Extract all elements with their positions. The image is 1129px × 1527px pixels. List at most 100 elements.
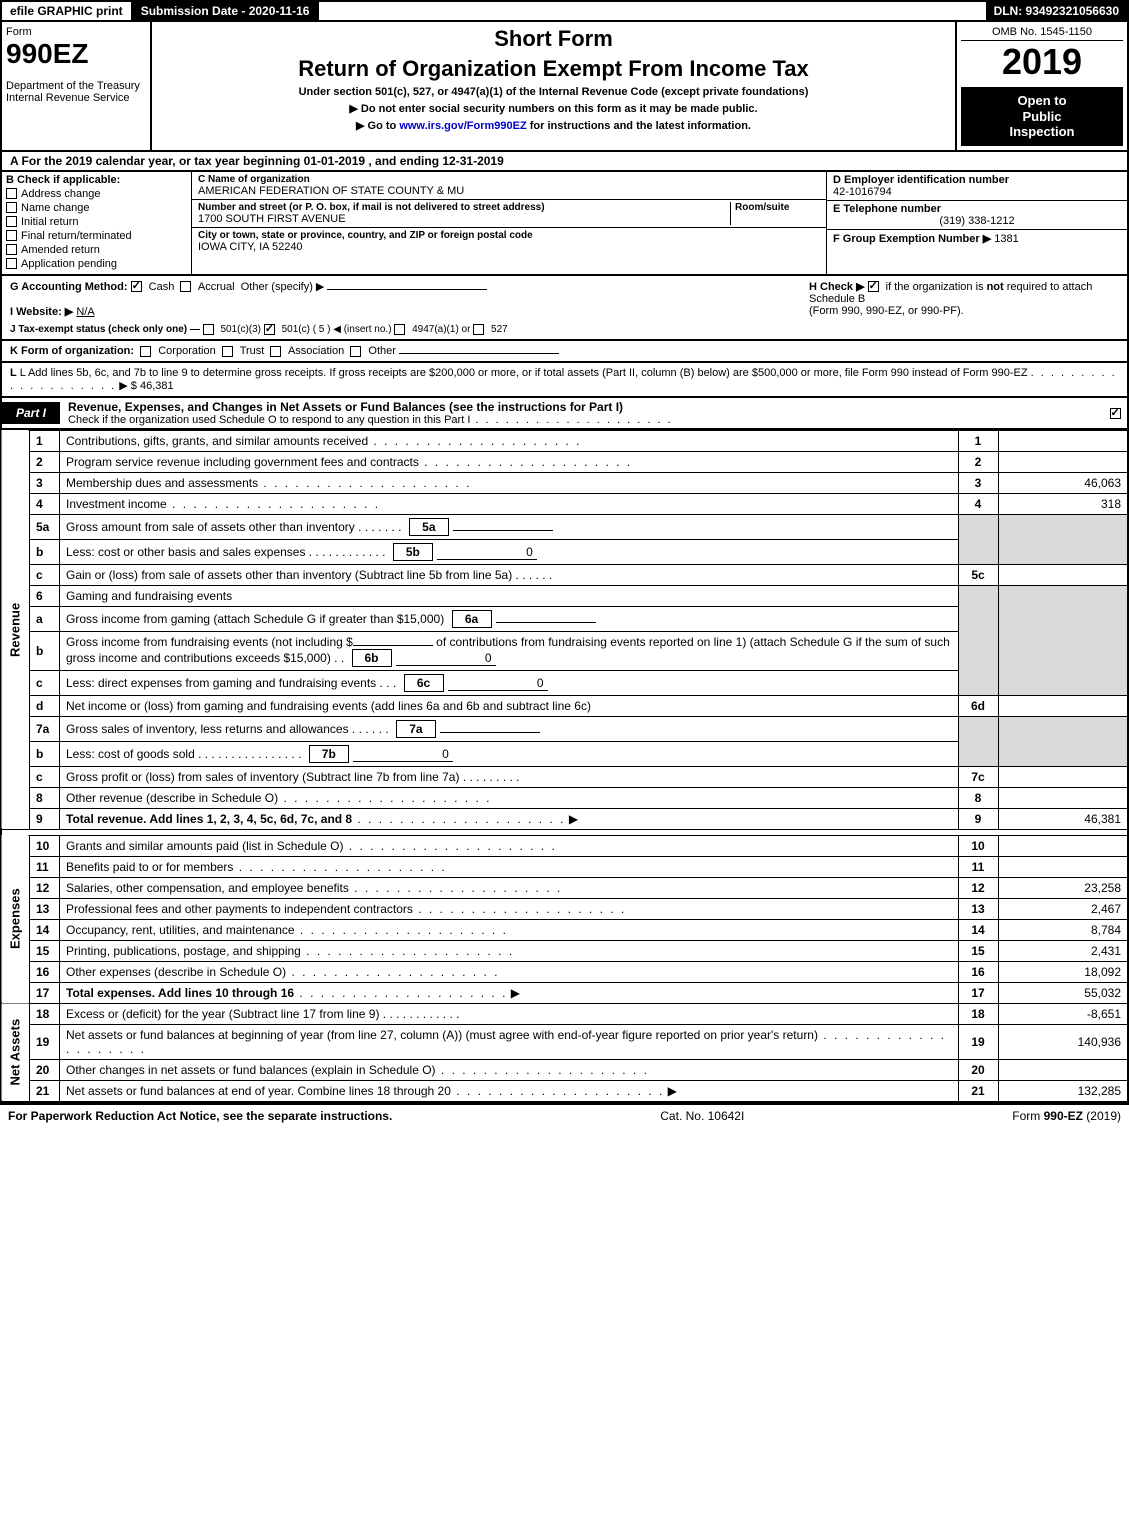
col-def: D Employer identification number 42-1016…	[827, 172, 1127, 274]
city-label: City or town, state or province, country…	[198, 230, 820, 241]
val-7a	[440, 732, 540, 733]
return-title: Return of Organization Exempt From Incom…	[162, 56, 945, 82]
chk-accrual[interactable]	[180, 281, 191, 292]
chk-final-return[interactable]: Final return/terminated	[6, 230, 187, 242]
efile-print-label[interactable]: efile GRAPHIC print	[2, 2, 133, 20]
open-l3: Inspection	[963, 124, 1121, 140]
h-text2: (Form 990, 990-EZ, or 990-PF).	[809, 305, 964, 317]
l-value: 46,381	[140, 380, 174, 392]
chk-initial-return[interactable]: Initial return	[6, 216, 187, 228]
dln-label: DLN: 93492321056630	[986, 2, 1127, 20]
amt-4: 318	[998, 493, 1128, 514]
chk-assoc[interactable]	[270, 346, 281, 357]
row-l: L L Add lines 5b, 6c, and 7b to line 9 t…	[0, 363, 1129, 398]
ssn-warning: ▶ Do not enter social security numbers o…	[162, 102, 945, 115]
omb-number: OMB No. 1545-1150	[961, 26, 1123, 41]
ein-value: 42-1016794	[833, 186, 1121, 198]
col-b-checks: B Check if applicable: Address change Na…	[2, 172, 192, 274]
val-6a	[496, 622, 596, 623]
group-exempt-block: F Group Exemption Number ▶ 1381	[827, 230, 1127, 247]
website-value: N/A	[76, 306, 94, 318]
org-city: IOWA CITY, IA 52240	[198, 241, 820, 253]
open-l1: Open to	[963, 93, 1121, 109]
amt-17: 55,032	[998, 982, 1128, 1003]
org-address: 1700 SOUTH FIRST AVENUE	[198, 213, 730, 225]
chk-501c3[interactable]	[203, 324, 214, 335]
header-left: Form 990EZ Department of the Treasury In…	[2, 22, 152, 150]
part1-schedule-o-check[interactable]	[1107, 406, 1127, 420]
amt-19: 140,936	[998, 1024, 1128, 1059]
top-bar: efile GRAPHIC print Submission Date - 20…	[0, 0, 1129, 22]
room-label: Room/suite	[735, 202, 820, 213]
amt-1	[998, 430, 1128, 451]
chk-address-change[interactable]: Address change	[6, 188, 187, 200]
val-7b: 0	[353, 747, 453, 762]
org-name-block: C Name of organization AMERICAN FEDERATI…	[192, 172, 826, 200]
val-6b: 0	[396, 651, 496, 666]
row-k: K Form of organization: Corporation Trus…	[0, 341, 1129, 363]
org-name-label: C Name of organization	[198, 174, 820, 185]
amt-5c	[998, 564, 1128, 585]
chk-amended-return[interactable]: Amended return	[6, 244, 187, 256]
topbar-spacer	[319, 2, 985, 20]
amt-10	[998, 835, 1128, 856]
open-l2: Public	[963, 109, 1121, 125]
open-to-public-box: Open to Public Inspection	[961, 87, 1123, 146]
amt-8	[998, 787, 1128, 808]
amt-18: -8,651	[998, 1003, 1128, 1024]
chk-application-pending[interactable]: Application pending	[6, 258, 187, 270]
col-c-org: C Name of organization AMERICAN FEDERATI…	[192, 172, 827, 274]
amt-15: 2,431	[998, 940, 1128, 961]
i-label: I Website: ▶	[10, 306, 73, 318]
chk-corp[interactable]	[140, 346, 151, 357]
chk-schedule-b[interactable]	[868, 281, 879, 292]
org-name: AMERICAN FEDERATION OF STATE COUNTY & MU	[198, 185, 820, 197]
form-label: Form	[6, 26, 146, 38]
amt-13: 2,467	[998, 898, 1128, 919]
part1-header: Part I Revenue, Expenses, and Changes in…	[0, 398, 1129, 430]
footer-cat: Cat. No. 10642I	[660, 1109, 744, 1123]
part1-table: Revenue 1Contributions, gifts, grants, a…	[0, 430, 1129, 1103]
chk-527[interactable]	[473, 324, 484, 335]
g-label: G Accounting Method:	[10, 281, 128, 293]
header-center: Short Form Return of Organization Exempt…	[152, 22, 957, 150]
phone-block: E Telephone number (319) 338-1212	[827, 201, 1127, 230]
row-g: G Accounting Method: Cash Accrual Other …	[10, 280, 809, 335]
chk-trust[interactable]	[222, 346, 233, 357]
chk-4947[interactable]	[394, 324, 405, 335]
part1-tab: Part I	[2, 402, 60, 424]
form-header: Form 990EZ Department of the Treasury In…	[0, 22, 1129, 152]
chk-other-org[interactable]	[350, 346, 361, 357]
short-form-title: Short Form	[162, 26, 945, 52]
header-right: OMB No. 1545-1150 2019 Open to Public In…	[957, 22, 1127, 150]
irs-label: Internal Revenue Service	[6, 92, 146, 104]
chk-name-change[interactable]: Name change	[6, 202, 187, 214]
amt-12: 23,258	[998, 877, 1128, 898]
org-info-grid: B Check if applicable: Address change Na…	[0, 172, 1129, 276]
amt-11	[998, 856, 1128, 877]
row-a-tax-year: A For the 2019 calendar year, or tax yea…	[0, 152, 1129, 172]
expenses-section-label: Expenses	[1, 835, 30, 1003]
org-city-block: City or town, state or province, country…	[192, 228, 826, 255]
row-j: J Tax-exempt status (check only one) — 5…	[10, 324, 809, 335]
goto-link-line: ▶ Go to www.irs.gov/Form990EZ for instru…	[162, 119, 945, 132]
goto-link[interactable]: www.irs.gov/Form990EZ	[399, 120, 526, 132]
chk-cash[interactable]	[131, 281, 142, 292]
row-h: H Check ▶ if the organization is not req…	[809, 280, 1119, 317]
val-5b: 0	[437, 545, 537, 560]
amt-6d	[998, 695, 1128, 716]
footer-right: Form 990-EZ (2019)	[1012, 1109, 1121, 1123]
tax-year: 2019	[961, 41, 1123, 83]
amt-3: 46,063	[998, 472, 1128, 493]
val-6c: 0	[448, 676, 548, 691]
org-address-block: Number and street (or P. O. box, if mail…	[192, 200, 826, 228]
footer-left: For Paperwork Reduction Act Notice, see …	[8, 1109, 392, 1123]
amt-9: 46,381	[998, 808, 1128, 829]
chk-501c[interactable]	[264, 324, 275, 335]
row-gh: G Accounting Method: Cash Accrual Other …	[0, 276, 1129, 341]
col-b-label: B Check if applicable:	[6, 174, 187, 186]
net-assets-section-label: Net Assets	[1, 1003, 30, 1102]
form-number: 990EZ	[6, 38, 146, 70]
addr-label: Number and street (or P. O. box, if mail…	[198, 202, 730, 213]
ein-label: D Employer identification number	[833, 174, 1121, 186]
